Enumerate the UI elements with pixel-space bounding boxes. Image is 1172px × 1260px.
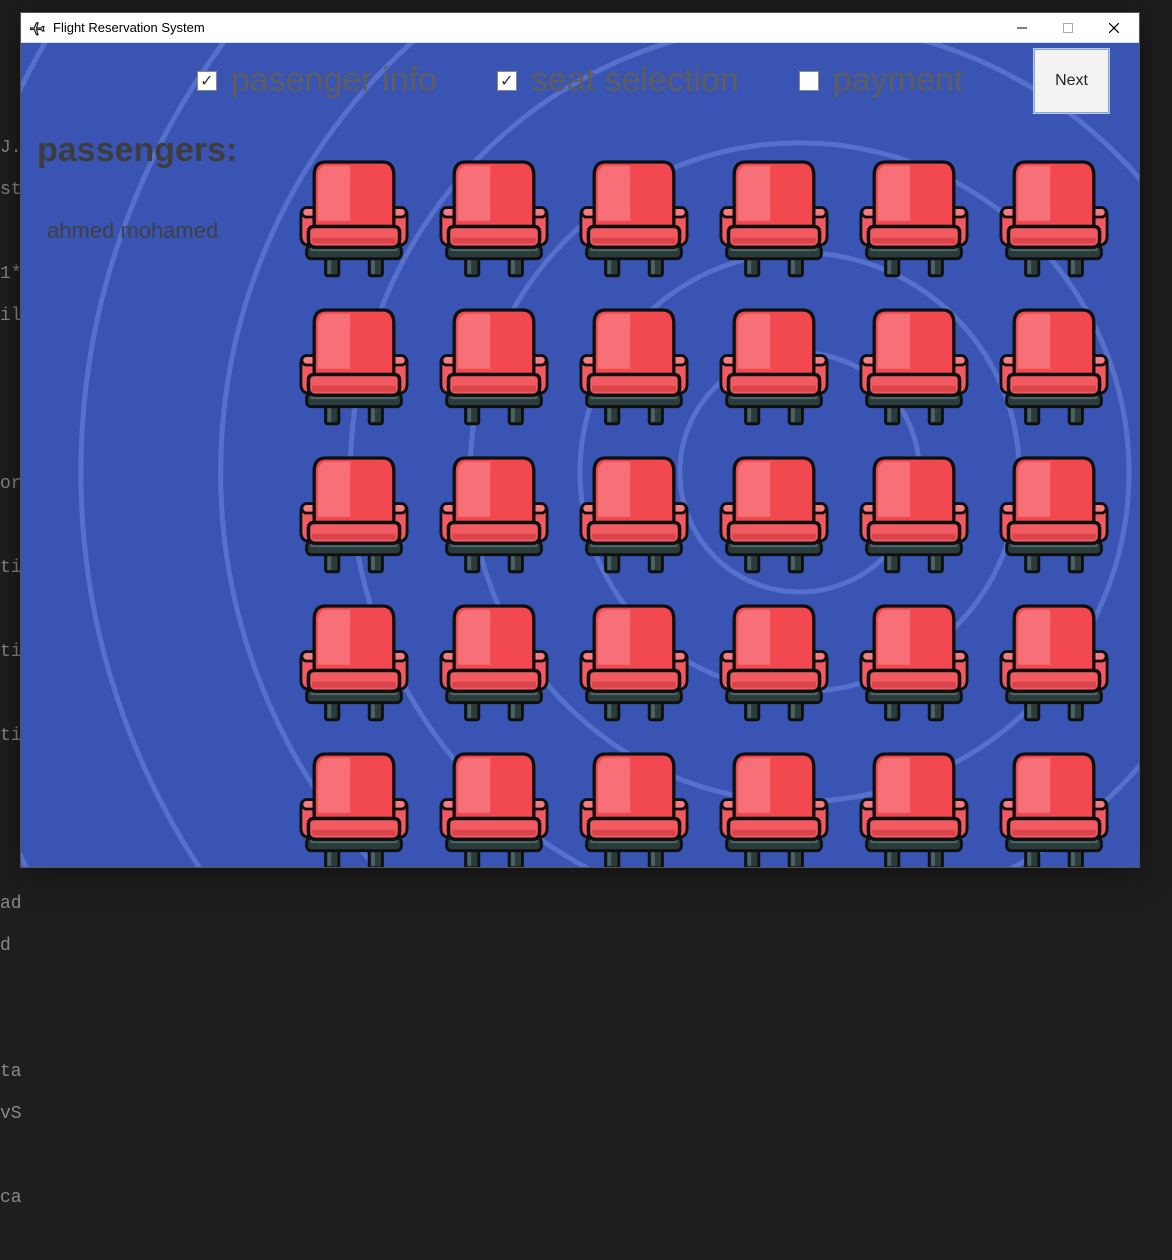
window-title: Flight Reservation System	[53, 20, 205, 35]
close-button[interactable]	[1091, 13, 1137, 43]
step-label: seat selection	[531, 61, 739, 100]
seat[interactable]	[719, 745, 829, 867]
seat[interactable]	[439, 153, 549, 281]
maximize-button	[1045, 13, 1091, 43]
seat[interactable]	[579, 449, 689, 577]
passengers-heading: passengers:	[37, 131, 237, 170]
step-label: pasenger info	[231, 61, 437, 100]
seat[interactable]	[439, 301, 549, 429]
seat[interactable]	[999, 449, 1109, 577]
seat[interactable]	[299, 153, 409, 281]
seat[interactable]	[719, 301, 829, 429]
step-2: payment	[799, 61, 963, 100]
seat-grid	[299, 153, 1109, 867]
seat[interactable]	[579, 301, 689, 429]
seat[interactable]	[999, 301, 1109, 429]
step-checkbox[interactable]: ✓	[197, 71, 217, 91]
seat[interactable]	[859, 301, 969, 429]
seat[interactable]	[859, 745, 969, 867]
minimize-button[interactable]	[999, 13, 1045, 43]
seat[interactable]	[859, 153, 969, 281]
next-button[interactable]: Next	[1034, 49, 1109, 113]
step-bar: ✓pasenger info✓seat selectionpayment Nex…	[21, 61, 1139, 100]
step-label: payment	[833, 61, 963, 100]
step-1: ✓ seat selection	[497, 61, 739, 100]
seat[interactable]	[719, 449, 829, 577]
seat[interactable]	[299, 449, 409, 577]
step-checkbox[interactable]: ✓	[497, 71, 517, 91]
seat[interactable]	[999, 745, 1109, 867]
app-window: Flight Reservation System ✓pasenger in	[20, 12, 1140, 868]
passenger-name: ahmed mohamed	[47, 218, 218, 244]
seat[interactable]	[579, 153, 689, 281]
seat[interactable]	[999, 153, 1109, 281]
seat[interactable]	[859, 449, 969, 577]
seat[interactable]	[719, 153, 829, 281]
seat[interactable]	[579, 745, 689, 867]
airplane-icon	[29, 19, 47, 37]
titlebar[interactable]: Flight Reservation System	[21, 13, 1139, 43]
step-checkbox[interactable]	[799, 71, 819, 91]
seat[interactable]	[299, 597, 409, 725]
step-0: ✓ pasenger info	[197, 61, 437, 100]
seat[interactable]	[579, 597, 689, 725]
content-area: ✓ pasenger info ✓ seat selection payment Nex…	[21, 43, 1139, 867]
seat[interactable]	[299, 301, 409, 429]
seat[interactable]	[439, 597, 549, 725]
seat[interactable]	[859, 597, 969, 725]
seat[interactable]	[719, 597, 829, 725]
seat[interactable]	[439, 449, 549, 577]
seat[interactable]	[299, 745, 409, 867]
seat[interactable]	[999, 597, 1109, 725]
seat[interactable]	[439, 745, 549, 867]
